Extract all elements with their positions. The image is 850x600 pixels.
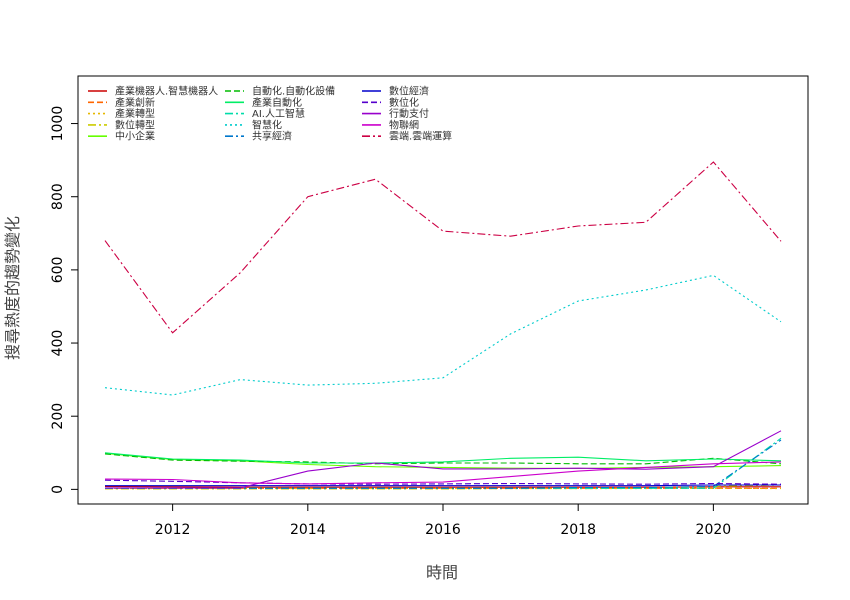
y-tick-label: 1000 <box>50 106 66 142</box>
series-line-6 <box>104 453 782 465</box>
legend-label: 產業自動化 <box>252 96 302 109</box>
y-tick-label: 0 <box>50 485 66 494</box>
series-line-7 <box>104 452 782 464</box>
series-lines <box>104 161 782 490</box>
legend-label: AI.人工智慧 <box>252 107 305 120</box>
x-tick-label: 2018 <box>560 522 596 538</box>
legend-label: 自動化.自動化設備 <box>252 85 335 98</box>
x-tick-label: 2020 <box>696 522 732 538</box>
legend-label: 智慧化 <box>252 118 282 131</box>
legend-label: 數位化 <box>389 96 419 109</box>
series-line-15 <box>104 161 782 334</box>
series-line-1 <box>104 485 781 488</box>
legend-label: 共享經濟 <box>252 130 292 143</box>
x-tick-label: 2012 <box>155 522 191 538</box>
y-tick-label: 400 <box>50 330 66 357</box>
legend-label: 產業機器人.智慧機器人 <box>115 85 218 98</box>
x-tick-label: 2016 <box>425 522 461 538</box>
y-tick-label: 800 <box>50 183 66 210</box>
legend-label: 數位轉型 <box>115 118 155 131</box>
legend-label: 物聯網 <box>389 118 419 131</box>
x-tick-label: 2014 <box>290 522 326 538</box>
y-tick-label: 200 <box>50 403 66 430</box>
axes: 2012 2014 2016 2018 2020 0 200 400 600 800 1000 <box>50 75 809 538</box>
legend-label: 中小企業 <box>115 130 155 143</box>
series-line-9 <box>104 274 782 396</box>
series-line-13 <box>105 430 782 489</box>
series-line-14 <box>104 461 782 485</box>
x-axis-title: 時間 <box>426 563 458 582</box>
legend-label: 產業創新 <box>115 96 155 109</box>
legend-label: 數位經濟 <box>389 85 429 98</box>
y-axis-title: 搜尋熱度的趨勢變化 <box>3 216 22 360</box>
legend-label: 雲端.雲端運算 <box>389 130 452 143</box>
legend-label: 行動支付 <box>389 107 429 120</box>
series-line-12 <box>104 479 782 485</box>
legend-label: 產業轉型 <box>115 107 155 120</box>
y-tick-label: 600 <box>50 257 66 284</box>
series-line-11 <box>105 484 781 487</box>
